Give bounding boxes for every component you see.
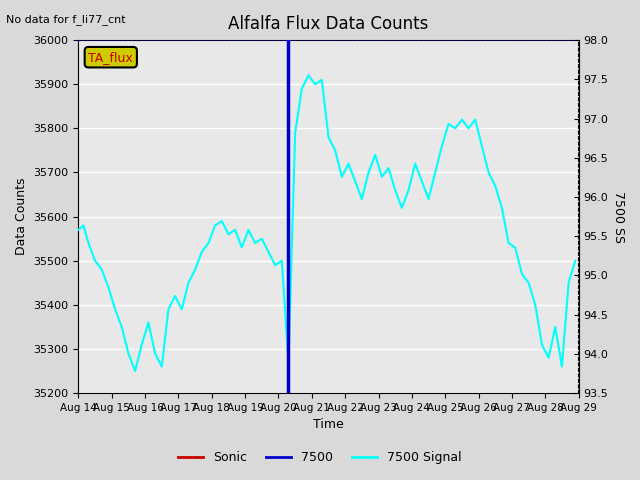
Title: Alfalfa Flux Data Counts: Alfalfa Flux Data Counts (228, 15, 429, 33)
Text: TA_flux: TA_flux (88, 51, 133, 64)
X-axis label: Time: Time (313, 419, 344, 432)
Text: No data for f_li77_cnt: No data for f_li77_cnt (6, 14, 126, 25)
Y-axis label: 7500 SS: 7500 SS (612, 191, 625, 242)
Y-axis label: Data Counts: Data Counts (15, 178, 28, 255)
Legend: Sonic, 7500, 7500 Signal: Sonic, 7500, 7500 Signal (173, 446, 467, 469)
